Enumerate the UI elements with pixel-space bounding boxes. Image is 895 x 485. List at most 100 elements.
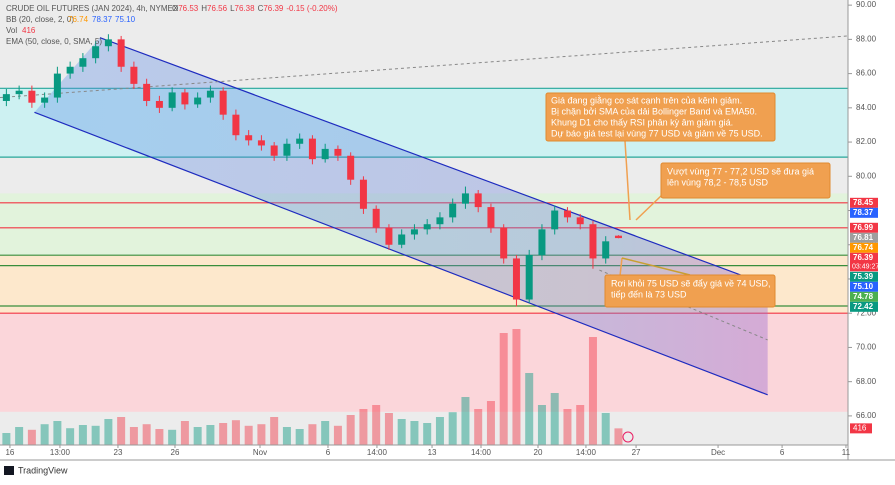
volume-bar	[448, 412, 457, 445]
price-label: 78.37	[853, 208, 874, 217]
x-tick-label: 23	[114, 448, 123, 457]
price-label: 76.81	[853, 233, 874, 242]
price-label-bg	[850, 271, 878, 282]
annotation-text: Giá đang giằng co sát cạnh trên của kênh…	[551, 95, 742, 105]
candle-body	[372, 208, 380, 228]
ohlc-letter: C	[258, 4, 264, 13]
y-tick-label: 72.00	[856, 308, 877, 317]
volume-bar	[295, 429, 304, 445]
volume-bar	[219, 423, 228, 445]
candle-body	[206, 90, 214, 98]
countdown-bg	[850, 262, 878, 272]
candle-body	[308, 138, 316, 160]
candle-body	[359, 179, 367, 209]
ohlc-value: 76.39	[263, 4, 284, 13]
candle-body	[143, 83, 151, 101]
candle-body	[321, 148, 329, 160]
candle-body	[79, 58, 87, 67]
x-tick-label: 14:00	[471, 448, 492, 457]
y-tick-label: 82.00	[856, 137, 877, 146]
y-tick-label: 90.00	[856, 0, 877, 9]
volume-bar	[244, 425, 253, 445]
bb-value: 76.74	[68, 15, 89, 24]
candle-body	[130, 66, 138, 84]
candle-body	[538, 229, 546, 256]
candle-body	[512, 258, 520, 300]
annotation-text: tiếp đến là 73 USD	[611, 289, 687, 299]
volume-bar	[40, 424, 49, 445]
annotation-text: Khung D1 cho thấy RSI phân kỳ âm giảm gi…	[551, 117, 733, 127]
volume-bar	[308, 424, 317, 445]
price-label: 76.99	[853, 223, 874, 232]
y-tick-label: 86.00	[856, 69, 877, 78]
arrow	[635, 194, 663, 221]
volume-bar	[142, 424, 151, 445]
candle-body	[194, 97, 202, 105]
y-tick-label: 84.00	[856, 103, 877, 112]
candle-body	[410, 229, 418, 235]
annotation-text: lên vùng 78,2 - 78,5 USD	[667, 177, 769, 187]
arrow	[621, 257, 691, 276]
price-label-bg	[850, 197, 878, 208]
volume-bar	[359, 409, 368, 445]
annotation-text: Rơi khỏi 75 USD sẽ đẩy giá về 74 USD,	[611, 278, 770, 288]
annotation-box	[604, 274, 776, 308]
annotation-text: Dự báo giá test lại vùng 77 USD và giảm …	[551, 128, 763, 138]
header: CRUDE OIL FUTURES (JAN 2024), 4h, NYMEX …	[6, 4, 338, 46]
price-label-bg	[850, 281, 878, 292]
price-label-bg	[850, 207, 878, 218]
y-tick-label: 70.00	[856, 343, 877, 352]
candle-body	[576, 217, 584, 225]
candle-body	[449, 203, 457, 218]
volume-bar	[206, 425, 215, 445]
x-tick-label: 20	[534, 448, 543, 457]
x-tick-label: Dec	[711, 448, 725, 457]
x-tick-label: 13	[428, 448, 437, 457]
vol-name: Vol	[6, 26, 17, 35]
price-label-bg	[850, 291, 878, 302]
ohlc-value: 76.38	[235, 4, 256, 13]
trend-line	[0, 35, 848, 99]
candle-body	[245, 135, 253, 141]
price-label-bg	[850, 301, 878, 312]
volume-bar	[372, 405, 381, 445]
candle-body	[385, 227, 393, 245]
candle-body	[334, 148, 342, 156]
candle-body	[41, 97, 49, 103]
ohlc-value: 76.56	[207, 4, 228, 13]
y-tick-label: 66.00	[856, 411, 877, 420]
candle-body	[296, 138, 304, 144]
volume-label-bg	[850, 423, 872, 434]
candle-body	[270, 145, 278, 156]
volume-bar	[397, 419, 406, 445]
candle-body	[28, 90, 36, 103]
candle-body	[92, 46, 100, 59]
arrow	[619, 257, 623, 277]
channel-line	[99, 37, 768, 286]
volume-bar	[614, 428, 623, 445]
volume-bar	[129, 427, 138, 445]
alert-icon	[622, 431, 634, 443]
price-label: 76.74	[853, 243, 874, 252]
volume-bar	[499, 333, 508, 445]
volume-bar	[563, 409, 572, 445]
y-tick-label: 68.00	[856, 377, 877, 386]
candle-body	[614, 235, 622, 239]
price-label-bg	[850, 232, 878, 243]
x-tick-label: 11	[842, 448, 851, 457]
candle-body	[181, 92, 189, 105]
volume-bar	[346, 415, 355, 445]
candle-body	[589, 224, 597, 259]
candle-body	[423, 224, 431, 230]
volume-bar	[384, 413, 393, 445]
annotation-box	[545, 92, 776, 142]
ohlc-letter: L	[230, 4, 235, 13]
candle-body	[436, 217, 444, 225]
x-tick-label: 13:00	[50, 448, 71, 457]
bb-value: 78.37	[92, 15, 113, 24]
symbol-title: CRUDE OIL FUTURES (JAN 2024), 4h, NYMEX	[6, 4, 179, 13]
ohlc-letter: H	[201, 4, 207, 13]
candle-body	[232, 114, 240, 136]
candle-body	[66, 66, 74, 74]
channel-line	[34, 111, 768, 396]
